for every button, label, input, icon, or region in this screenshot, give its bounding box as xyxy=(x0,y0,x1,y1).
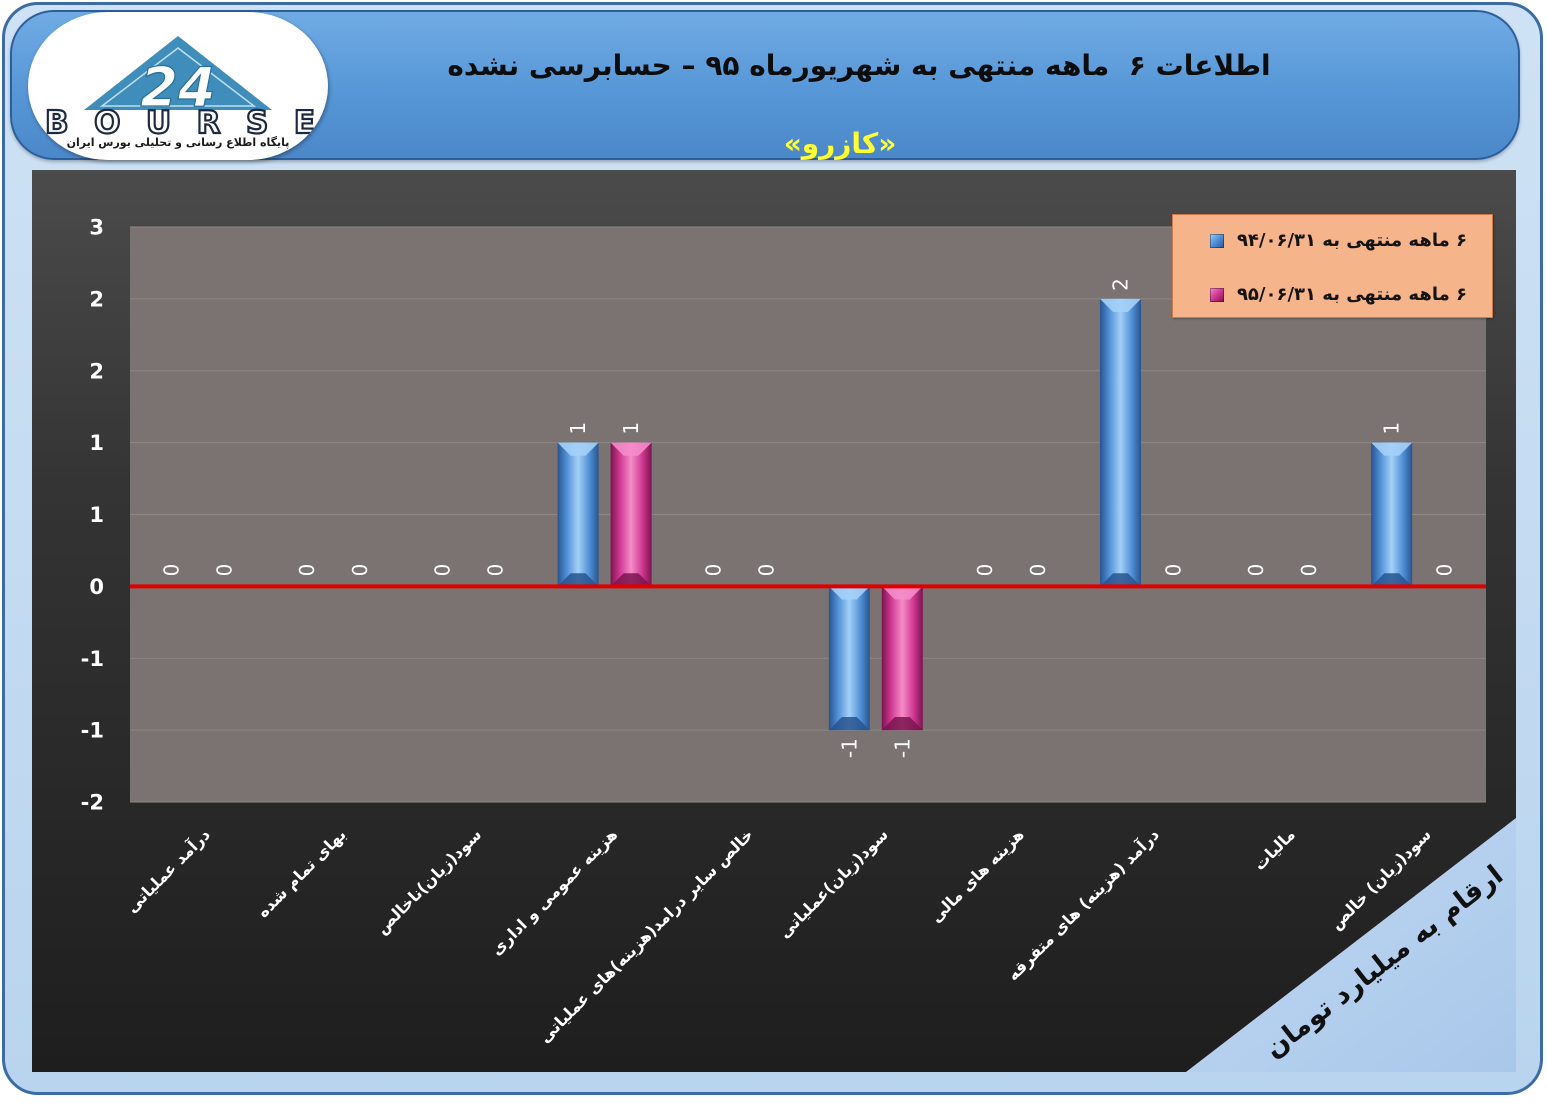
chart-legend: ۶ ماهه منتهی به ۹۴/۰۶/۳۱ ۶ ماهه منتهی به… xyxy=(1172,214,1493,318)
y-tick-label: -2 xyxy=(81,791,104,815)
company-name: «کازرو» xyxy=(783,127,897,160)
bar-bevel-top xyxy=(557,442,599,456)
bar-bevel-bottom xyxy=(1371,573,1413,587)
legend-swatch-pink xyxy=(1210,288,1224,302)
bar xyxy=(1100,298,1141,587)
data-label: 0 xyxy=(295,564,319,577)
y-tick-label: 3 xyxy=(89,216,104,240)
bar-bevel-top xyxy=(1371,442,1413,456)
bar-series-1-category-4 xyxy=(557,442,599,587)
bar-bevel-top xyxy=(610,442,652,456)
bar-series-2-category-6 xyxy=(881,586,923,731)
bar-bevel-top xyxy=(1100,298,1141,312)
bar xyxy=(557,442,599,587)
y-axis-labels: 3 2 2 1 1 0 -1 -1 -2 xyxy=(81,216,104,815)
data-label: 0 xyxy=(755,564,779,577)
data-labels: 0 0 0 1 0 -1 0 2 0 1 0 0 0 1 0 -1 0 0 0 0 xyxy=(159,278,1456,758)
data-label: 0 xyxy=(212,564,236,577)
data-label: 1 xyxy=(566,422,590,435)
data-label: -1 xyxy=(837,738,861,758)
bar-bevel-bottom xyxy=(828,717,870,731)
data-label: 0 xyxy=(1162,564,1186,577)
bar-series-1-category-10 xyxy=(1371,442,1413,587)
data-label: 0 xyxy=(1244,564,1268,577)
data-label: 1 xyxy=(619,422,643,435)
data-label: -1 xyxy=(890,738,914,758)
bars xyxy=(557,298,1413,731)
data-label: 0 xyxy=(702,564,726,577)
data-label: 0 xyxy=(159,564,183,577)
data-label: 0 xyxy=(973,564,997,577)
logo-triangle xyxy=(84,36,272,110)
bar-series-2-category-4 xyxy=(610,442,652,587)
bar-bevel-top xyxy=(828,586,870,600)
data-label: 0 xyxy=(431,564,455,577)
logo-number: 24 xyxy=(140,56,215,119)
data-label: 0 xyxy=(1297,564,1321,577)
legend-label: ۶ ماهه منتهی به ۹۵/۰۶/۳۱ xyxy=(1236,284,1467,305)
bourse-logo: 24 BOURSE پایگاه اطلاع رسانی و تحلیلی بو… xyxy=(28,12,328,160)
unit-note-triangle xyxy=(1186,818,1516,1072)
data-label: 0 xyxy=(484,564,508,577)
bar-bevel-top xyxy=(881,586,923,600)
bar xyxy=(610,442,652,587)
data-label: 0 xyxy=(1433,564,1457,577)
data-label: 2 xyxy=(1109,278,1133,291)
bar xyxy=(828,586,870,731)
legend-swatch-blue xyxy=(1210,234,1224,248)
bar-series-1-category-8 xyxy=(1100,298,1141,587)
bar-bevel-bottom xyxy=(610,573,652,587)
y-tick-label: 1 xyxy=(89,503,104,527)
logo-inner-line xyxy=(99,47,257,107)
bar-bevel-bottom xyxy=(881,717,923,731)
y-tick-label: 2 xyxy=(89,359,104,383)
legend-item-series-2: ۶ ماهه منتهی به ۹۵/۰۶/۳۱ xyxy=(1173,280,1494,310)
y-tick-label: -1 xyxy=(81,647,104,671)
logo-tagline: پایگاه اطلاع رسانی و تحلیلی بورس ایران xyxy=(66,136,290,149)
page-title: اطلاعات ۶ ماهه منتهی به شهریورماه ۹۵ – ح… xyxy=(447,49,1271,82)
y-tick-label: 1 xyxy=(89,431,104,455)
bar xyxy=(1371,442,1413,587)
bar-bevel-bottom xyxy=(557,573,599,587)
y-tick-label: -1 xyxy=(81,719,104,743)
legend-label: ۶ ماهه منتهی به ۹۴/۰۶/۳۱ xyxy=(1236,230,1467,251)
y-tick-label: 0 xyxy=(89,575,104,599)
logo-mark: 24 BOURSE xyxy=(44,36,316,142)
data-label: 1 xyxy=(1380,422,1404,435)
legend-item-series-1: ۶ ماهه منتهی به ۹۴/۰۶/۳۱ xyxy=(1173,226,1494,256)
data-label: 0 xyxy=(1026,564,1050,577)
bar-bevel-bottom xyxy=(1100,573,1141,587)
bar xyxy=(881,586,923,731)
bar-series-1-category-6 xyxy=(828,586,870,731)
data-label: 0 xyxy=(348,564,372,577)
y-tick-label: 2 xyxy=(89,287,104,311)
